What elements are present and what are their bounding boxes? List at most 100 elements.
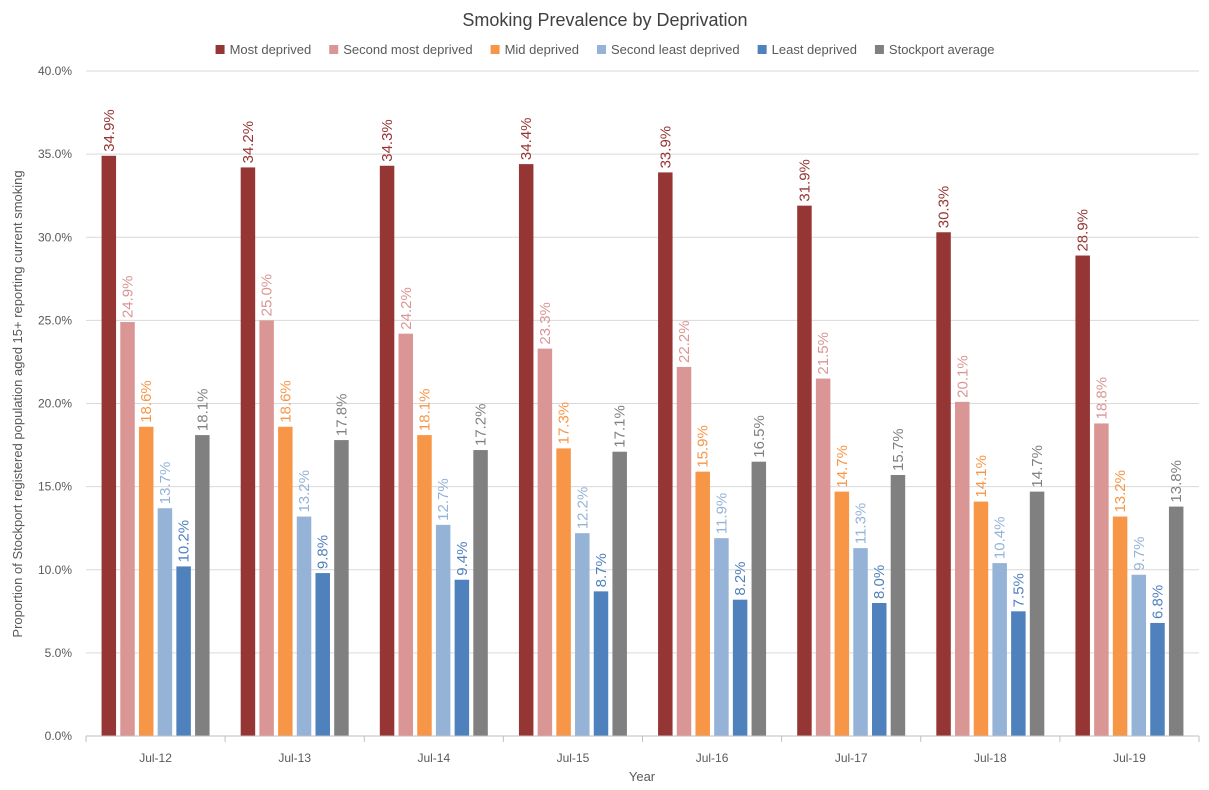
x-tick-label: Jul-14 [417, 751, 450, 765]
bar [1131, 574, 1147, 736]
chart-title: Smoking Prevalence by Deprivation [462, 10, 747, 30]
bar-value-label: 15.7% [890, 428, 907, 471]
bar [612, 451, 627, 736]
legend-label: Least deprived [772, 42, 857, 57]
bar [473, 450, 488, 736]
bar-value-label: 13.7% [157, 462, 174, 505]
bar-value-label: 14.7% [834, 445, 851, 488]
bar-value-label: 30.3% [936, 186, 953, 229]
bar [315, 573, 330, 736]
bar-value-label: 17.1% [612, 405, 629, 448]
bar-value-label: 8.7% [593, 553, 610, 587]
bar [537, 348, 553, 736]
bar [890, 474, 906, 736]
bar-value-label: 10.4% [992, 517, 1009, 560]
legend-swatch [490, 45, 500, 54]
bar-value-label: 20.1% [954, 355, 971, 398]
bar [454, 579, 470, 736]
bar-value-label: 18.6% [277, 380, 294, 423]
bar [556, 448, 571, 736]
bar [1150, 622, 1165, 736]
legend-label: Mid deprived [505, 42, 579, 57]
bar-value-label: 11.9% [713, 493, 730, 534]
bar-value-label: 34.3% [379, 119, 396, 162]
bar-value-label: 28.9% [1075, 209, 1092, 252]
legend-label: Second least deprived [611, 42, 740, 57]
bar-value-label: 10.2% [176, 520, 193, 563]
bar-value-label: 14.7% [1029, 445, 1046, 488]
bar-value-label: 7.5% [1010, 573, 1027, 607]
bar-value-label: 21.5% [815, 332, 832, 375]
bar [714, 538, 729, 736]
bar [992, 563, 1007, 736]
x-tick-label: Jul-15 [557, 751, 590, 765]
bar-value-label: 18.1% [194, 389, 211, 432]
bar-value-label: 11.3% [853, 503, 870, 544]
y-tick-label: 0.0% [45, 729, 73, 743]
x-tick-label: Jul-13 [278, 751, 311, 765]
y-tick-label: 30.0% [38, 230, 72, 244]
bar-value-label: 34.9% [101, 109, 118, 152]
bar [120, 322, 135, 736]
bar-value-label: 22.2% [676, 320, 693, 363]
legend-label: Second most deprived [343, 42, 472, 57]
bar-value-label: 33.9% [657, 126, 674, 169]
legend: Most deprived Second most deprived Mid dep… [215, 42, 995, 57]
bar-value-label: 24.9% [120, 275, 137, 318]
y-tick-label: 5.0% [45, 646, 73, 660]
legend-swatch [597, 45, 607, 54]
bar [296, 516, 312, 736]
bar [658, 172, 673, 737]
bar [853, 548, 868, 736]
bar [1168, 506, 1184, 736]
bar-value-label: 15.9% [695, 425, 712, 468]
legend-label: Stockport average [889, 42, 995, 57]
bar-value-label: 18.1% [416, 389, 433, 432]
bar [195, 435, 210, 736]
bar-value-label: 9.4% [454, 542, 471, 576]
y-tick-label: 20.0% [38, 397, 72, 411]
bar [575, 533, 590, 736]
legend-swatch [329, 45, 339, 54]
bar-value-label: 24.2% [398, 287, 415, 330]
bar [138, 426, 154, 736]
bar [1094, 423, 1109, 736]
bar [797, 205, 812, 737]
y-tick-label: 40.0% [38, 64, 72, 78]
bar [973, 501, 989, 736]
bar-value-label: 13.2% [296, 470, 313, 513]
bar [398, 333, 414, 736]
x-axis: Jul-12 Jul-13 Jul-14 Jul-15 Jul-16 Jul-17 Jul-… [85, 735, 1200, 765]
bar [936, 232, 951, 736]
bar [955, 401, 970, 736]
bar [417, 435, 432, 736]
legend-swatch [874, 45, 884, 54]
bar-value-label: 6.8% [1149, 585, 1166, 619]
x-tick-label: Jul-18 [974, 751, 1007, 765]
bar [101, 155, 117, 737]
bar-value-label: 9.8% [315, 535, 332, 569]
bar [518, 164, 534, 737]
bar [1011, 611, 1026, 736]
bar [676, 366, 692, 736]
bar-value-label: 25.0% [259, 274, 276, 317]
bar [815, 378, 831, 736]
bar [834, 491, 850, 736]
bar [1029, 491, 1045, 736]
data-labels: 34.9% 34.2% 34.3% 34.4% 33.9% 31.9% 30.3% 28.9%… [101, 109, 1185, 619]
x-tick-label: Jul-17 [835, 751, 868, 765]
bar [379, 165, 395, 736]
bar [435, 524, 451, 736]
bar-value-label: 14.1% [973, 455, 990, 498]
bar-value-label: 17.2% [473, 404, 490, 447]
y-tick-label: 35.0% [38, 147, 72, 161]
bar-value-label: 12.7% [435, 478, 452, 521]
bar-value-label: 9.7% [1131, 537, 1148, 571]
x-tick-label: Jul-19 [1113, 751, 1146, 765]
x-axis-title: Year [629, 769, 656, 784]
bar-value-label: 31.9% [796, 159, 813, 202]
y-tick-label: 25.0% [38, 313, 72, 327]
x-tick-label: Jul-16 [696, 751, 729, 765]
